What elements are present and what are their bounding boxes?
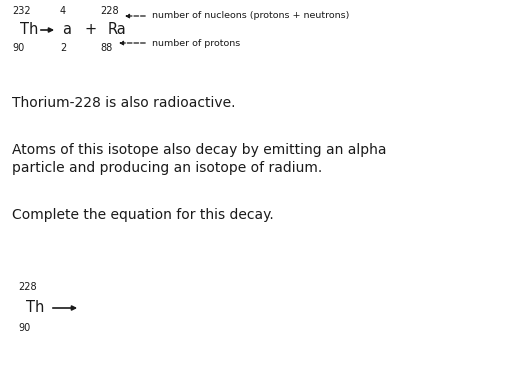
Text: 88: 88 [100,43,112,53]
Text: +: + [84,23,96,38]
Text: 2: 2 [60,43,66,53]
Text: Th: Th [26,301,44,316]
Text: particle and producing an isotope of radium.: particle and producing an isotope of rad… [12,161,322,175]
Text: Complete the equation for this decay.: Complete the equation for this decay. [12,208,274,222]
Text: number of nucleons (protons + neutrons): number of nucleons (protons + neutrons) [152,11,349,21]
Text: 90: 90 [12,43,24,53]
Text: 4: 4 [60,6,66,16]
Text: 228: 228 [18,282,37,292]
Text: Thorium-228 is also radioactive.: Thorium-228 is also radioactive. [12,96,235,110]
Text: Ra: Ra [108,23,127,38]
Text: 228: 228 [100,6,119,16]
Text: a: a [62,23,71,38]
Text: number of protons: number of protons [152,39,240,47]
Text: Th: Th [20,23,38,38]
Text: Atoms of this isotope also decay by emitting an alpha: Atoms of this isotope also decay by emit… [12,143,386,157]
Text: 232: 232 [12,6,31,16]
Text: 90: 90 [18,323,30,333]
